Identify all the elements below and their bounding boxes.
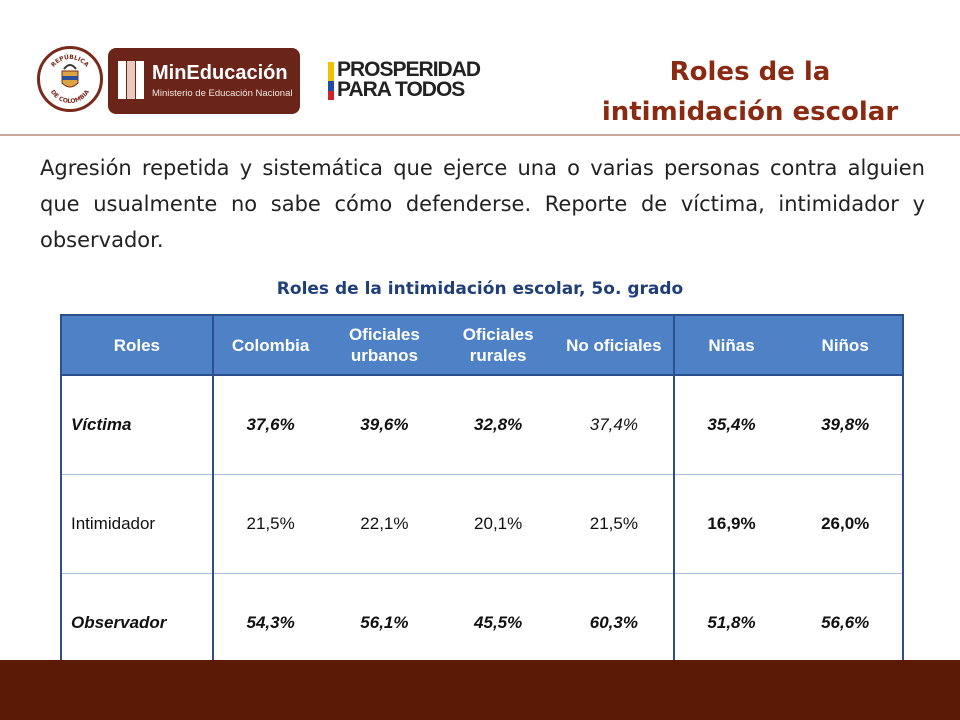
header-ninas: Niñas — [672, 315, 789, 376]
prosperidad-logo: PROSPERIDAD PARA TODOS — [337, 58, 481, 101]
prosperidad-line1: PROSPERIDAD — [337, 58, 481, 81]
table-row: Intimidador 21,5% 22,1% 20,1% 21,5% 16,9… — [61, 474, 903, 574]
mineducacion-logo: MinEducación Ministerio de Educación Nac… — [108, 48, 300, 114]
ministry-name: MinEducación — [152, 62, 288, 84]
value-cell: 16,9% — [672, 474, 789, 574]
value-cell: 56,6% — [821, 613, 870, 632]
intro-paragraph: Agresión repetida y sistemática que ejer… — [40, 156, 925, 252]
svg-text:REPÚBLICA: REPÚBLICA — [50, 54, 90, 69]
value-cell: 21,5% — [555, 474, 674, 574]
header-roles: Roles — [61, 315, 213, 376]
ministry-subtitle: Ministerio de Educación Nacional — [152, 88, 293, 99]
value-cell: 37,6% — [211, 375, 328, 475]
seal-bottom-text: DE COLOMBIA — [49, 88, 91, 105]
value-cell: 22,1% — [327, 474, 442, 574]
value-cell: 32,8% — [441, 375, 556, 475]
seal-top-text: REPÚBLICA — [50, 54, 90, 69]
value-cell: 39,8% — [788, 375, 903, 475]
slide-title-line1: Roles de la — [669, 57, 831, 87]
value-cell: 20,1% — [441, 474, 556, 574]
table-row: Observador 54,3% 56,1% 45,5% 60,3% 51,8%… — [61, 573, 903, 673]
colombia-seal-logo: REPÚBLICA DE COLOMBIA — [37, 46, 103, 112]
prosperidad-line2: PARA TODOS — [337, 78, 465, 101]
table-caption: Roles de la intimidación escolar, 5o. gr… — [276, 279, 684, 299]
footer-band — [0, 660, 960, 720]
mineducacion-mark-icon — [118, 61, 144, 99]
role-cell: Observador — [71, 613, 167, 632]
value-cell: 21,5% — [211, 474, 328, 574]
value-cell: 56,1% — [360, 613, 409, 632]
slide-title: Roles de la intimidación escolar — [560, 52, 940, 132]
colombia-flag-mark-icon — [328, 62, 334, 100]
header-colombia: Colombia — [211, 315, 328, 376]
header-ninos: Niños — [788, 315, 903, 376]
slide-header: REPÚBLICA DE COLOMBIA MinEducación Minis… — [0, 0, 960, 136]
table-row: Víctima 37,6% 39,6% 32,8% 37,4% 35,4% 39… — [61, 375, 903, 475]
header-oficiales-rurales: Oficiales rurales — [441, 315, 556, 376]
roles-table: Roles Colombia Oficiales urbanos Oficial… — [60, 314, 904, 674]
slide-title-line2: intimidación escolar — [601, 97, 899, 127]
value-cell: 35,4% — [672, 375, 789, 475]
value-cell: 45,5% — [474, 613, 523, 632]
value-cell: 39,6% — [327, 375, 442, 475]
value-cell: 26,0% — [788, 474, 903, 574]
header-no-oficiales: No oficiales — [555, 315, 674, 376]
value-cell: 54,3% — [211, 573, 328, 673]
value-cell: 51,8% — [672, 573, 789, 673]
table-header-row: Roles Colombia Oficiales urbanos Oficial… — [61, 315, 903, 376]
svg-text:DE COLOMBIA: DE COLOMBIA — [49, 88, 91, 105]
role-cell: Víctima — [61, 375, 213, 475]
value-cell: 37,4% — [555, 375, 674, 475]
header-divider — [0, 134, 960, 136]
value-cell: 60,3% — [589, 613, 638, 632]
role-cell: Intimidador — [61, 474, 213, 574]
header-oficiales-urbanos: Oficiales urbanos — [327, 315, 442, 376]
